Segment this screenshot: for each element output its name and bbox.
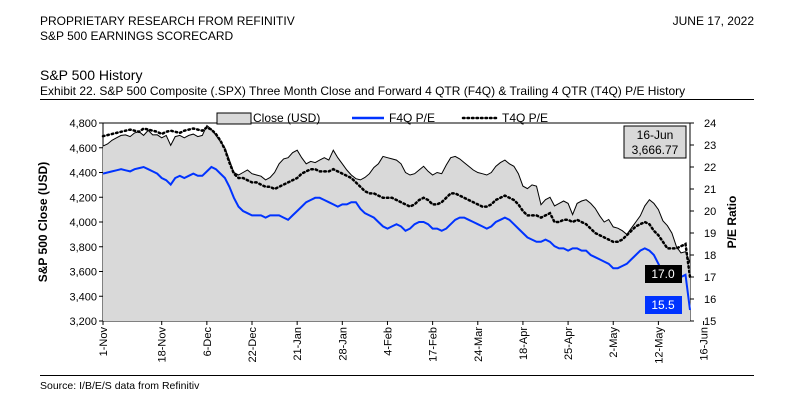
right-axis-tick-label: 23 (704, 140, 716, 152)
left-axis-tick-label: 4,200 (69, 192, 97, 204)
left-axis-tick-label: 4,000 (69, 217, 97, 229)
right-axis-tick-label: 21 (704, 184, 716, 196)
x-axis-tick-label: 18-Apr (518, 327, 530, 360)
report-header-line1: PROPRIETARY RESEARCH FROM REFINITIV (40, 14, 295, 28)
left-axis-tick-label: 4,800 (69, 118, 97, 130)
x-axis-tick-label: 17-Feb (428, 327, 440, 362)
left-axis-tick-label: 3,800 (69, 242, 97, 254)
right-axis-tick-label: 24 (704, 118, 716, 130)
source-divider (40, 375, 754, 376)
x-axis-tick-label: 6-Dec (202, 327, 214, 357)
x-axis-tick-label: 4-Feb (382, 327, 394, 356)
report-header-line2: S&P 500 EARNINGS SCORECARD (40, 29, 234, 43)
right-axis-tick-label: 15 (704, 316, 716, 328)
x-axis-tick-label: 1-Nov (98, 327, 110, 357)
f4q-last-callout (645, 296, 682, 314)
x-axis-tick-label: 16-Jun (699, 327, 711, 361)
legend-close-swatch (216, 112, 252, 125)
last-close-callout (623, 125, 687, 159)
legend-f4q-label: F4Q P/E (389, 111, 435, 125)
last-close-value: 3,666.77 (632, 143, 679, 157)
left-axis-tick-label: 3,400 (69, 291, 97, 303)
left-axis-tick-label: 4,400 (69, 168, 97, 180)
t4q-last-callout (645, 265, 682, 283)
x-axis-tick-label: 2-May (608, 327, 620, 358)
report-date: JUNE 17, 2022 (672, 14, 754, 28)
right-axis-tick-label: 18 (704, 250, 716, 262)
right-axis-title: P/E Ratio (725, 196, 739, 249)
left-axis-tick-label: 3,200 (69, 316, 97, 328)
x-axis-tick-label: 22-Dec (247, 327, 259, 363)
x-axis-tick-label: 25-Apr (563, 327, 575, 360)
f4q-last-value: 15.5 (651, 298, 675, 312)
section-title: S&P 500 History (40, 67, 143, 83)
legend-close-label: Close (USD) (253, 111, 320, 125)
x-axis-tick-label: 28-Jan (337, 327, 349, 361)
right-axis-tick-label: 20 (704, 206, 716, 218)
x-axis-tick-label: 24-Mar (473, 327, 485, 362)
exhibit-divider (40, 99, 754, 100)
right-axis-tick-label: 22 (704, 162, 716, 174)
x-axis-tick-label: 18-Nov (157, 327, 169, 363)
x-axis-tick-label: 12-May (653, 327, 665, 364)
report-header: PROPRIETARY RESEARCH FROM REFINITIV S&P … (40, 14, 295, 44)
right-axis-tick-label: 17 (704, 272, 716, 284)
left-axis-title: S&P 500 Close (USD) (36, 162, 50, 283)
close-line (102, 124, 691, 263)
legend-t4q-label: T4Q P/E (502, 111, 548, 125)
f4q-line (102, 165, 691, 311)
x-axis-tick-label: 21-Jan (292, 327, 304, 361)
right-axis-tick-label: 19 (704, 228, 716, 240)
source-note: Source: I/B/E/S data from Refinitiv (40, 380, 200, 392)
last-close-date: 16-Jun (637, 128, 674, 142)
t4q-last-value: 17.0 (651, 267, 675, 281)
right-axis-tick-label: 16 (704, 294, 716, 306)
exhibit-title: Exhibit 22. S&P 500 Composite (.SPX) Thr… (40, 84, 686, 98)
left-axis-tick-label: 3,600 (69, 267, 97, 279)
t4q-line (101, 125, 692, 279)
left-axis-tick-label: 4,600 (69, 143, 97, 155)
